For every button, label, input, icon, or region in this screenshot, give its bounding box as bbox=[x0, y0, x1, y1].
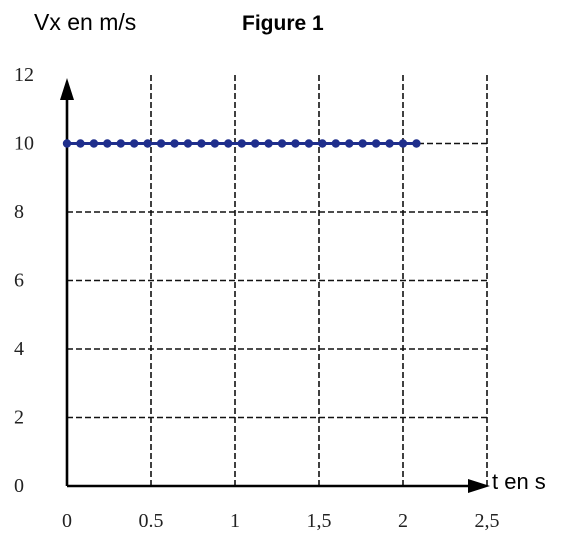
x-tick-label: 1 bbox=[230, 510, 240, 532]
data-point bbox=[237, 139, 246, 148]
data-point bbox=[291, 139, 300, 148]
x-tick-label: 0 bbox=[62, 510, 72, 532]
data-point bbox=[358, 139, 367, 148]
data-point bbox=[250, 139, 260, 148]
y-tick-labels: 0 2 4 6 8 10 12 bbox=[14, 64, 34, 497]
y-tick-label: 2 bbox=[14, 407, 24, 429]
y-tick-label: 12 bbox=[14, 64, 34, 86]
axes bbox=[60, 78, 490, 493]
data-point bbox=[277, 139, 287, 148]
x-tick-label: 0.5 bbox=[139, 510, 164, 532]
y-tick-label: 6 bbox=[14, 270, 24, 292]
data-point bbox=[210, 139, 220, 148]
data-point bbox=[116, 139, 125, 148]
x-tick-label: 1,5 bbox=[307, 510, 332, 532]
y-axis-arrow-icon bbox=[60, 78, 74, 100]
grid bbox=[67, 75, 488, 486]
series-group bbox=[62, 139, 421, 148]
x-axis-label: t en s bbox=[492, 469, 546, 494]
x-tick-label: 2,5 bbox=[475, 510, 500, 532]
data-point bbox=[156, 139, 166, 148]
data-point bbox=[143, 139, 152, 148]
data-point bbox=[264, 139, 273, 148]
data-point bbox=[371, 139, 381, 148]
y-tick-label: 0 bbox=[14, 475, 24, 497]
x-tick-label: 2 bbox=[398, 510, 408, 532]
y-tick-label: 10 bbox=[14, 133, 34, 155]
y-tick-label: 4 bbox=[14, 338, 24, 360]
data-point bbox=[130, 139, 139, 148]
data-point bbox=[318, 139, 327, 148]
data-point bbox=[76, 139, 85, 148]
data-point bbox=[224, 139, 233, 148]
x-tick-labels: 0 0.5 1 1,5 2 2,5 bbox=[62, 510, 500, 532]
data-point bbox=[103, 139, 112, 148]
data-point bbox=[62, 139, 72, 148]
data-point bbox=[412, 139, 421, 148]
data-point bbox=[385, 139, 394, 148]
chart-title: Figure 1 bbox=[242, 12, 324, 35]
data-point bbox=[183, 139, 193, 148]
data-point bbox=[398, 139, 408, 148]
data-point bbox=[170, 139, 179, 148]
y-axis-label: Vx en m/s bbox=[34, 9, 136, 35]
x-axis-arrow-icon bbox=[468, 479, 490, 493]
data-point bbox=[345, 139, 354, 148]
y-tick-label: 8 bbox=[14, 201, 24, 223]
data-point bbox=[331, 139, 340, 148]
data-point bbox=[304, 139, 314, 148]
data-point bbox=[197, 139, 206, 148]
data-point bbox=[89, 139, 99, 148]
